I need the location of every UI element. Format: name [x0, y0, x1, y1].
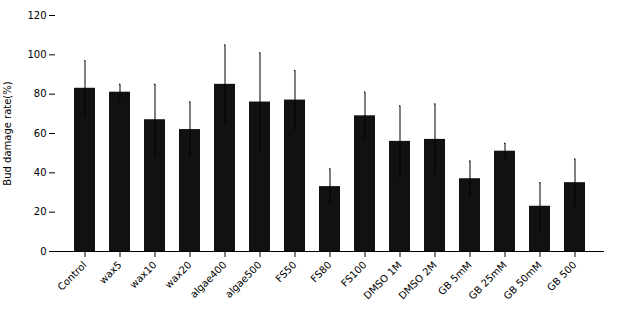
svg-text:100: 100 [27, 49, 46, 60]
svg-text:Control: Control [55, 259, 88, 292]
svg-text:algae400: algae400 [188, 259, 229, 300]
svg-text:120: 120 [27, 10, 46, 21]
svg-text:GB 500: GB 500 [545, 259, 579, 293]
svg-text:wax5: wax5 [97, 259, 124, 286]
svg-text:80: 80 [34, 88, 47, 99]
svg-text:DMSO 1M: DMSO 1M [361, 259, 404, 302]
svg-text:GB 50mM: GB 50mM [501, 259, 543, 301]
svg-text:Bud damage rate(%): Bud damage rate(%) [2, 81, 13, 185]
svg-text:60: 60 [34, 128, 47, 139]
svg-text:algae500: algae500 [223, 259, 264, 300]
svg-text:DMSO 2M: DMSO 2M [396, 259, 438, 301]
svg-text:40: 40 [34, 167, 47, 178]
svg-text:GB 5mM: GB 5mM [435, 259, 474, 298]
svg-text:FS100: FS100 [339, 259, 369, 289]
svg-text:wax10: wax10 [128, 259, 159, 290]
svg-text:wax20: wax20 [163, 259, 194, 290]
svg-text:FS50: FS50 [273, 259, 298, 284]
svg-text:FS80: FS80 [308, 259, 333, 284]
svg-text:0: 0 [40, 246, 46, 257]
svg-text:GB 25mM: GB 25mM [466, 259, 509, 302]
svg-text:20: 20 [34, 206, 47, 217]
